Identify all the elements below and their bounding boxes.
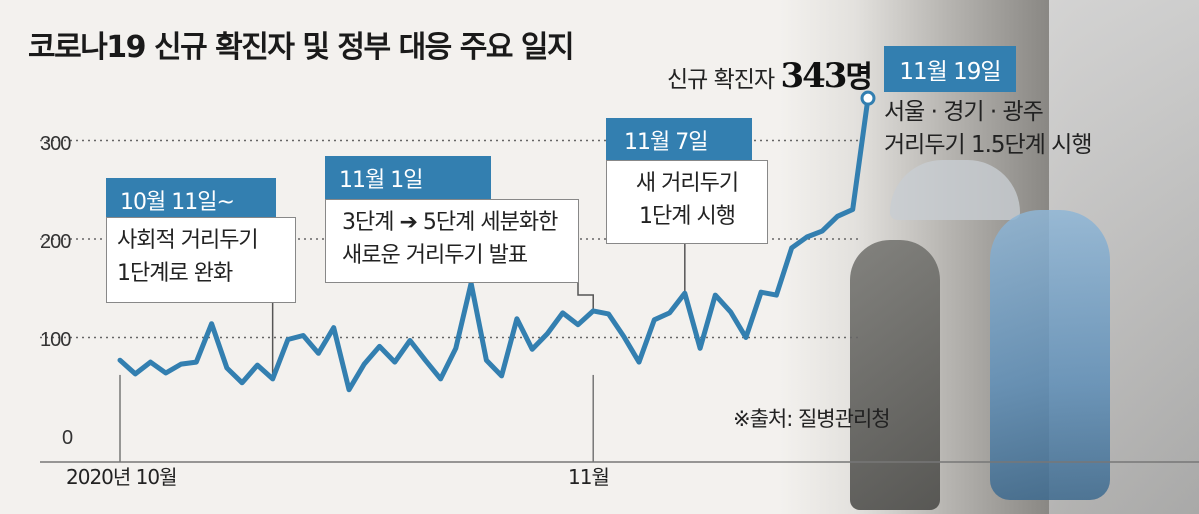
event-card: 새 거리두기 1단계 시행 xyxy=(606,160,768,244)
event-connector xyxy=(577,283,594,311)
y-axis-ticks: 0 100 200 300 xyxy=(40,133,74,449)
series-line xyxy=(117,95,871,393)
event-date-badge: 11월 1일 xyxy=(325,156,491,200)
event-text: 1단계 시행 xyxy=(639,204,736,229)
event-text: 새 거리두기 xyxy=(635,171,739,196)
peak-desc-line: 거리두기 1.5단계 시행 xyxy=(884,132,1092,158)
event-card: 사회적 거리두기 1단계로 완화 xyxy=(106,217,296,303)
medical-worker-image xyxy=(990,210,1110,500)
y-tick-label: 300 xyxy=(40,133,71,155)
event-card: 3단계 ➔ 5단계 세분화한 새로운 거리두기 발표 xyxy=(325,199,579,283)
peak-unit: 명 xyxy=(845,60,873,95)
y-tick-label: 100 xyxy=(40,329,71,351)
peak-label: 신규 확진자 343명 xyxy=(667,52,873,96)
event-text: 1단계로 완화 xyxy=(117,261,233,286)
peak-desc-line: 서울 · 경기 · 광주 xyxy=(884,99,1044,125)
peak-date-badge: 11월 19일 xyxy=(884,46,1016,92)
event-text: 사회적 거리두기 xyxy=(117,228,259,253)
event-date-badge: 10월 11일~ xyxy=(106,178,276,222)
y-tick-label: 0 xyxy=(62,427,73,449)
x-tick-label: 11월 xyxy=(568,465,609,489)
person-image xyxy=(850,240,940,510)
x-tick-label: 2020년 10월 xyxy=(66,465,177,489)
peak-value: 343 xyxy=(780,56,847,96)
event-connectors xyxy=(271,244,686,379)
event-date-badge: 11월 7일 xyxy=(606,118,752,162)
x-axis-ticks: 2020년 10월 11월 xyxy=(66,374,610,489)
peak-marker xyxy=(860,90,876,106)
event-text: 3단계 ➔ 5단계 세분화한 xyxy=(342,210,558,235)
chart-title: 코로나19 신규 확진자 및 정부 대응 주요 일지 xyxy=(28,30,575,65)
peak-prefix: 신규 확진자 xyxy=(667,67,775,93)
peak-description: 서울 · 경기 · 광주 거리두기 1.5단계 시행 xyxy=(884,96,1092,162)
source-note: ※출처: 질병관리청 xyxy=(733,407,891,431)
y-tick-label: 200 xyxy=(40,231,71,253)
event-text: 새로운 거리두기 발표 xyxy=(342,243,528,268)
umbrella-image xyxy=(890,160,1020,220)
